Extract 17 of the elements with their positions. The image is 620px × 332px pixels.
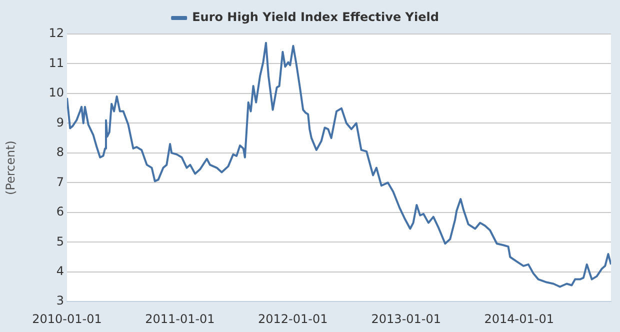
y-tick-label: 12 xyxy=(48,26,64,40)
y-tick-label: 11 xyxy=(48,56,64,70)
x-tick-label: 2014-01-01 xyxy=(484,312,554,326)
y-tick-label: 4 xyxy=(56,264,64,278)
y-tick-label: 9 xyxy=(56,115,64,130)
y-tick-label: 6 xyxy=(56,204,64,219)
y-tick-label: 8 xyxy=(56,145,64,160)
x-tick-label: 2012-01-01 xyxy=(258,312,328,326)
y-tick-label: 5 xyxy=(56,234,64,248)
y-tick-label: 7 xyxy=(56,174,64,189)
y-axis-title: (Percent) xyxy=(3,140,18,196)
x-tick-label: 2013-01-01 xyxy=(371,312,442,326)
x-tick-label: 2010-01-01 xyxy=(32,312,102,326)
legend-label: Euro High Yield Index Effective Yield xyxy=(192,10,439,24)
y-tick-label: 10 xyxy=(48,86,64,100)
x-tick-label: 2011-01-01 xyxy=(145,312,215,326)
y-tick-label: 3 xyxy=(56,294,64,308)
